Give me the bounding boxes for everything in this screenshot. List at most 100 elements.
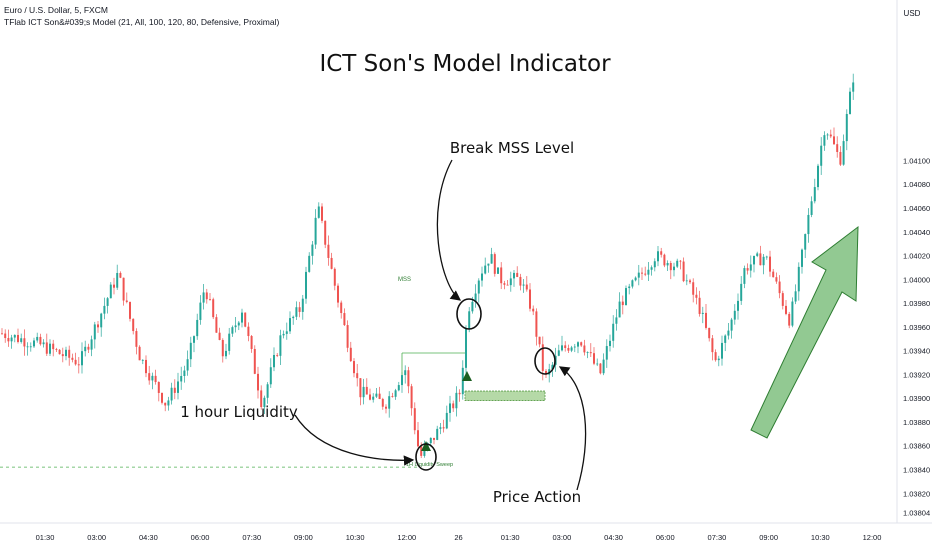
candle-body (602, 359, 605, 374)
time-tick-label: 01:30 (501, 533, 520, 542)
candle-body (833, 136, 835, 145)
candle-body (257, 373, 259, 391)
candle-body (87, 346, 90, 350)
candle-body (68, 349, 71, 358)
price-tick-label: 1.04020 (903, 252, 930, 261)
time-tick-label: 04:30 (604, 533, 623, 542)
candle-body (423, 447, 426, 456)
candle-body (717, 358, 720, 361)
candle-body (698, 297, 701, 314)
price-tick-label: 1.03820 (903, 489, 930, 498)
candle-body (52, 343, 55, 350)
candle-body (500, 267, 503, 284)
mss-triangle-marker (462, 371, 472, 381)
candle-body (151, 375, 154, 381)
time-tick-label: 26 (454, 533, 462, 542)
candle-body (791, 301, 794, 326)
candle-body (765, 256, 768, 258)
candle-body (845, 113, 848, 142)
candle-body (333, 268, 336, 286)
candle-body (388, 396, 391, 409)
candle-body (298, 307, 301, 312)
candle-body (714, 352, 717, 361)
candle-body (330, 257, 333, 269)
candle-body (119, 272, 122, 278)
candle-body (557, 350, 560, 356)
price-tick-label: 1.04040 (903, 228, 930, 237)
candle-body (29, 346, 32, 348)
candle-body (429, 437, 432, 444)
candle-body (634, 277, 637, 281)
indicator-line[interactable]: TFlab ICT Son&#039;s Model (21, All, 100… (4, 17, 280, 27)
candle-body (362, 386, 365, 398)
candle-body (842, 141, 845, 165)
candle-body (609, 340, 611, 347)
candle-body (673, 266, 675, 271)
candle-body (567, 347, 570, 351)
candle-body (749, 264, 752, 271)
candle-body (263, 397, 266, 408)
candle-body (535, 311, 538, 337)
candle-body (452, 403, 455, 409)
candle-body (109, 284, 112, 299)
candle-body (337, 285, 339, 303)
price-tick-label: 1.04060 (903, 204, 930, 213)
candle-body (477, 280, 480, 294)
candle-body (100, 313, 103, 328)
candle-body (525, 284, 528, 290)
candle-body (359, 378, 362, 398)
mss-break-circle (456, 298, 482, 330)
candle-body (90, 339, 93, 350)
candle-body (295, 307, 298, 317)
price-axis[interactable]: 1.04100 1.04080 1.04060 1.04040 1.04020 1.040… (903, 156, 930, 517)
candle-body (122, 277, 125, 301)
candle-body (180, 375, 183, 382)
candle-body (42, 342, 45, 345)
candle-body (631, 280, 634, 287)
price-tick-label: 1.03900 (903, 394, 930, 403)
candle-body (221, 339, 224, 357)
candle-body (84, 346, 87, 352)
time-axis[interactable]: 01:30 03:00 04:30 06:00 07:30 09:00 10:30 12:00… (36, 533, 882, 542)
price-tick-label: 1.03960 (903, 323, 930, 332)
candle-body (823, 135, 826, 146)
symbol-line[interactable]: Euro / U.S. Dollar, 5, FXCM (4, 5, 108, 15)
candle-body (743, 268, 746, 284)
candle-body (113, 284, 115, 288)
candle-body (772, 271, 775, 278)
candle-body (644, 273, 647, 275)
liquidity-arrow (294, 414, 415, 466)
candle-body (209, 299, 211, 301)
candle-body (538, 336, 541, 345)
candle-body (177, 381, 179, 393)
candle-body (689, 280, 691, 283)
price-tick-label: 1.03880 (903, 418, 930, 427)
candle-body (116, 272, 119, 288)
candle-body (804, 234, 807, 250)
candle-body (273, 354, 275, 368)
candle-body (679, 260, 682, 262)
time-tick-label: 10:30 (811, 533, 830, 542)
candle-body (580, 342, 583, 346)
candle-body (407, 370, 410, 387)
candle-body (807, 214, 810, 235)
candle-body (241, 312, 243, 323)
candle-body (413, 408, 416, 431)
candle-body (545, 370, 547, 375)
candle-body (669, 263, 672, 271)
candle-body (509, 278, 512, 286)
candle-body (97, 324, 99, 328)
time-tick-label: 03:00 (87, 533, 106, 542)
candle-body (7, 338, 10, 342)
candle-body (26, 346, 29, 348)
candle-body (666, 263, 669, 266)
candle-body (250, 336, 253, 349)
candle-body (577, 342, 579, 347)
candle-body (1, 333, 3, 335)
candle-body (253, 348, 256, 374)
candle-body (465, 328, 467, 368)
candle-body (231, 327, 234, 334)
candle-body (593, 353, 595, 364)
chart-title: ICT Son's Model Indicator (319, 51, 611, 77)
